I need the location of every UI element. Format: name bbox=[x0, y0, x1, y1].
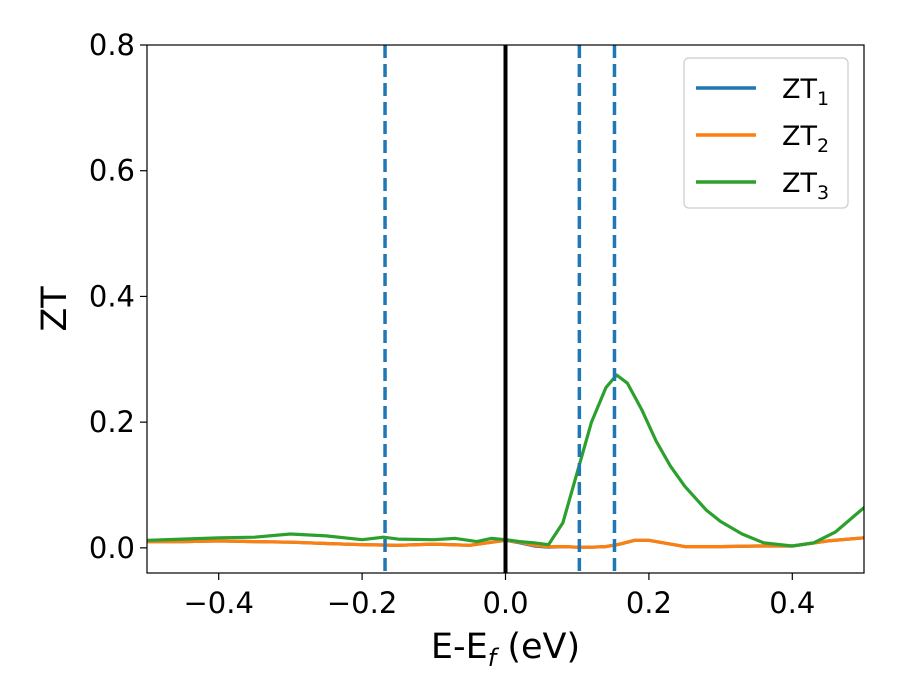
x-tick-label: 0.2 bbox=[626, 586, 672, 620]
x-tick-label: 0.4 bbox=[769, 586, 815, 620]
plot-area bbox=[147, 45, 864, 573]
y-tick-label: 0.8 bbox=[89, 28, 135, 62]
axes: −0.4 −0.2 0.0 0.2 0.4 0.0 0.2 0.4 0.6 0.8 E-Ef (eV… bbox=[35, 28, 865, 672]
y-tick-label: 0.2 bbox=[89, 405, 135, 439]
y-tick-label: 0.4 bbox=[89, 279, 135, 313]
x-tick-label: −0.2 bbox=[327, 586, 397, 620]
legend: ZT1 ZT2 ZT3 bbox=[683, 57, 849, 209]
legend-label-zt3: ZT3 bbox=[782, 168, 829, 204]
x-tick-label: −0.4 bbox=[183, 586, 253, 620]
x-axis-label: E-Ef (eV) bbox=[431, 627, 580, 672]
legend-label-zt2: ZT2 bbox=[782, 121, 829, 157]
legend-box bbox=[683, 57, 849, 209]
series-line-zt2 bbox=[147, 536, 864, 549]
y-axis-label: ZT bbox=[35, 286, 75, 332]
x-tick-label: 0.0 bbox=[482, 586, 528, 620]
series-line-zt3 bbox=[147, 373, 864, 548]
y-tick-label: 0.0 bbox=[89, 531, 135, 565]
legend-label-zt1: ZT1 bbox=[782, 74, 829, 110]
y-tick-label: 0.6 bbox=[89, 154, 135, 188]
